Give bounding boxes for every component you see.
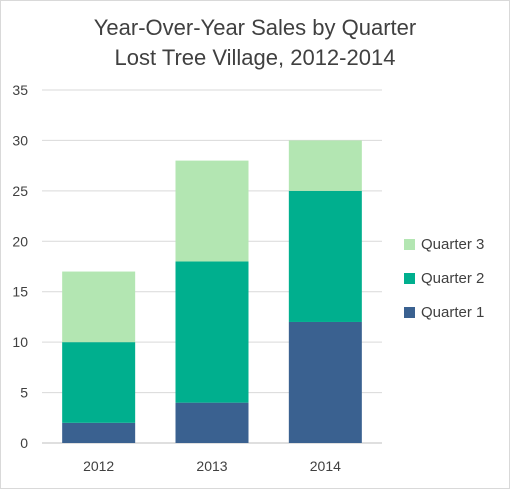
legend-label: Quarter 1 — [421, 303, 485, 321]
bar-2013-quarter-1 — [175, 402, 249, 443]
legend-swatch — [404, 306, 415, 318]
legend-label: Quarter 3 — [421, 235, 485, 253]
chart-title: Year-Over-Year Sales by Quarter — [93, 15, 417, 40]
y-tick-label: 35 — [12, 82, 28, 98]
bar-2012-quarter-1 — [62, 422, 136, 443]
legend: Quarter 3 Quarter 2 Quarter 1 — [404, 234, 484, 336]
y-tick-label: 15 — [12, 284, 28, 300]
y-tick-label: 25 — [12, 183, 28, 199]
bars — [62, 140, 362, 443]
x-axis-ticks: 2012 2013 2014 — [83, 458, 341, 474]
bar-2013-quarter-2 — [175, 261, 249, 403]
bar-2012-quarter-2 — [62, 342, 136, 423]
y-tick-label: 10 — [12, 334, 28, 350]
bar-2014-quarter-1 — [288, 321, 362, 443]
bar-2014-quarter-3 — [288, 140, 362, 191]
y-tick-label: 20 — [12, 233, 28, 249]
x-tick-label: 2012 — [83, 458, 114, 474]
x-tick-label: 2014 — [310, 458, 341, 474]
bar-2014-quarter-2 — [288, 190, 362, 322]
legend-swatch — [404, 272, 415, 284]
legend-item: Quarter 3 — [404, 234, 484, 254]
bar-2013-quarter-3 — [175, 160, 249, 262]
legend-swatch — [404, 238, 415, 250]
y-tick-label: 0 — [20, 435, 28, 451]
bar-2012-quarter-3 — [62, 271, 136, 343]
y-tick-label: 30 — [12, 132, 28, 148]
x-tick-label: 2013 — [196, 458, 227, 474]
legend-label: Quarter 2 — [421, 269, 485, 287]
legend-item: Quarter 2 — [404, 268, 484, 288]
legend-item: Quarter 1 — [404, 302, 484, 322]
y-axis-ticks: 0 5 10 15 20 25 30 35 — [12, 82, 28, 451]
y-tick-label: 5 — [20, 385, 28, 401]
chart-subtitle: Lost Tree Village, 2012-2014 — [114, 45, 396, 70]
